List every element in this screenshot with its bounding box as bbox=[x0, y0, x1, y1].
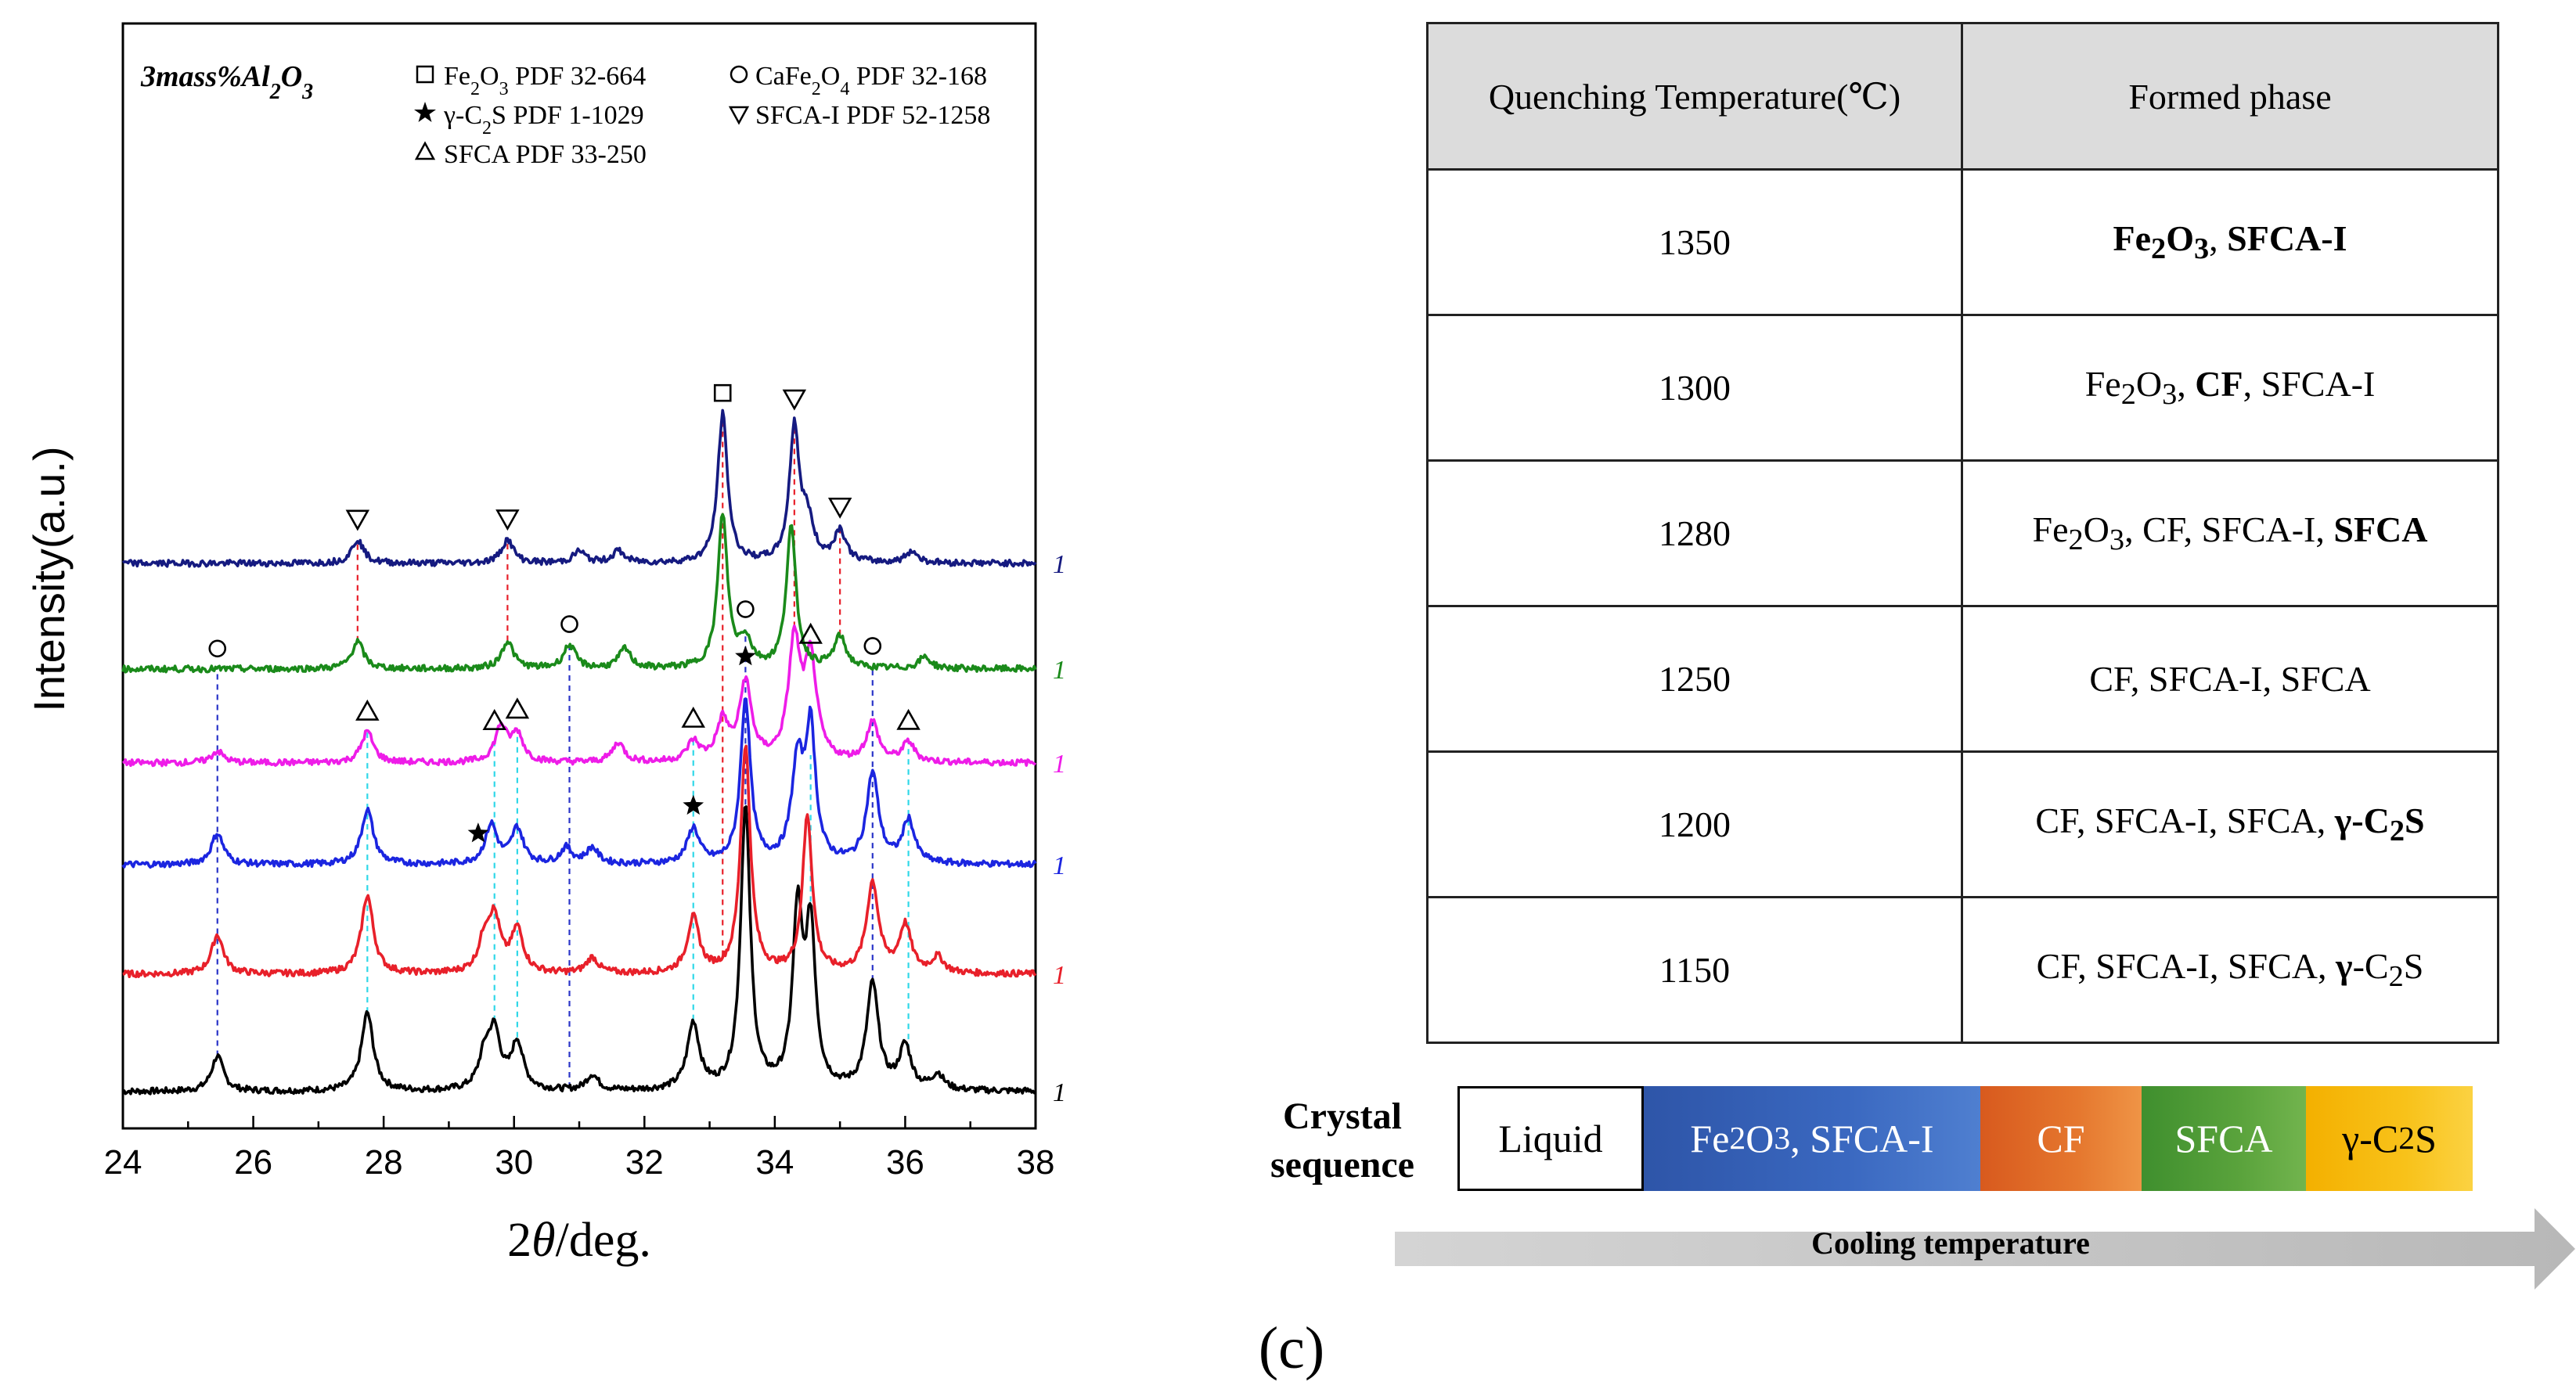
series-label: 1200℃ bbox=[1053, 961, 1065, 990]
crystal-sequence-title-line2: sequence bbox=[1270, 1144, 1414, 1186]
legend-label-c2s: γ-C2S PDF 1-1029 bbox=[443, 101, 644, 139]
sequence-stage-fe2o3-sfca-i: Fe 2 O 3, SFCA-I bbox=[1644, 1086, 1980, 1191]
marker-up-triangle-icon bbox=[482, 709, 506, 730]
x-tick-label: 26 bbox=[234, 1143, 272, 1182]
marker-square-icon bbox=[713, 383, 732, 402]
temp-cell: 1200 bbox=[1426, 750, 1963, 898]
table-header-row: Quenching Temperature(℃) Formed phase bbox=[1426, 22, 2499, 171]
sequence-stage-liquid: Liquid bbox=[1457, 1086, 1644, 1191]
temp-cell: 1350 bbox=[1426, 168, 1963, 316]
series-line bbox=[122, 624, 1037, 768]
marker-star-icon bbox=[735, 646, 756, 666]
phase-cell: CF, SFCA-I, SFCA, γ-C2S bbox=[1961, 750, 2499, 898]
legend-label-sfca: SFCA PDF 33-250 bbox=[444, 140, 647, 169]
marker-down-triangle-icon bbox=[782, 389, 807, 411]
legend-circle-icon bbox=[730, 65, 748, 84]
series-label: 1250℃ bbox=[1053, 851, 1065, 880]
marker-circle-icon bbox=[208, 639, 227, 658]
table-row: 1280 Fe2O3, CF, SFCA-I, SFCA bbox=[1426, 459, 2499, 607]
temp-cell: 1150 bbox=[1426, 896, 1963, 1044]
sample-label: 3mass%Al2O3 bbox=[140, 60, 313, 104]
x-tick-label: 30 bbox=[495, 1143, 533, 1182]
reference-lines bbox=[216, 413, 910, 1088]
plot-frame bbox=[121, 22, 1037, 1130]
phase-cell: Fe2O3, CF, SFCA-I bbox=[1961, 314, 2499, 462]
xrd-chart: 1150℃ 1200℃ 1250℃ 1280℃ 1300℃ 1350℃ 24 26 28 30 3… bbox=[24, 22, 1065, 1267]
y-axis-title: Intensity(a.u.) bbox=[24, 446, 74, 711]
header-quenching-temperature: Quenching Temperature(℃) bbox=[1426, 22, 1963, 171]
marker-up-triangle-icon bbox=[355, 699, 380, 721]
series-line bbox=[121, 513, 1037, 674]
series-label: 1350℃ bbox=[1053, 550, 1065, 579]
sequence-stage-sfca: SFCA bbox=[2142, 1086, 2306, 1191]
marker-down-triangle-icon bbox=[827, 497, 852, 519]
marker-circle-icon bbox=[560, 615, 578, 633]
crystal-sequence-title: Crystal sequence bbox=[1252, 1092, 1432, 1189]
series-label: 1300℃ bbox=[1053, 656, 1065, 685]
marker-down-triangle-icon bbox=[345, 509, 370, 531]
x-tick-label: 28 bbox=[365, 1143, 403, 1182]
temp-cell: 1250 bbox=[1426, 605, 1963, 753]
sequence-stage-c2s: γ-C 2 S bbox=[2306, 1086, 2473, 1191]
legend-square-icon bbox=[416, 65, 434, 84]
panel-caption: (c) bbox=[1258, 1315, 1325, 1381]
legend-up-triangle-icon bbox=[414, 141, 436, 160]
series-line bbox=[122, 805, 1037, 1096]
marker-up-triangle-icon bbox=[681, 706, 705, 728]
table-row: 1250 CF, SFCA-I, SFCA bbox=[1426, 605, 2499, 753]
cooling-arrow-icon bbox=[1395, 1208, 2575, 1290]
legend-label-caFe2o4: CaFe2O4 PDF 32-168 bbox=[755, 62, 987, 99]
peak-markers bbox=[208, 383, 921, 843]
table-row: 1150 CF, SFCA-I, SFCA, γ-C2S bbox=[1426, 896, 2499, 1044]
series-line bbox=[122, 744, 1037, 979]
marker-up-triangle-icon bbox=[896, 708, 921, 730]
marker-star-icon bbox=[467, 822, 489, 843]
x-tick-label: 24 bbox=[104, 1143, 142, 1182]
marker-star-icon bbox=[683, 794, 704, 815]
series-label: 1280℃ bbox=[1053, 750, 1065, 779]
temp-cell: 1300 bbox=[1426, 314, 1963, 462]
marker-up-triangle-icon bbox=[798, 622, 823, 644]
phase-cell: CF, SFCA-I, SFCA, γ-C2S bbox=[1961, 896, 2499, 1044]
x-axis-ticks: 24 26 28 30 32 34 36 38 bbox=[104, 1116, 1055, 1182]
series-line bbox=[121, 697, 1037, 869]
table-row: 1200 CF, SFCA-I, SFCA, γ-C2S bbox=[1426, 750, 2499, 898]
header-formed-phase: Formed phase bbox=[1961, 22, 2499, 171]
x-tick-label: 36 bbox=[886, 1143, 924, 1182]
marker-circle-icon bbox=[863, 637, 882, 655]
phase-table: Quenching Temperature(℃) Formed phase 13… bbox=[1426, 22, 2499, 1044]
marker-circle-icon bbox=[737, 600, 755, 618]
legend-down-triangle-icon bbox=[728, 106, 750, 125]
series-lines bbox=[121, 408, 1037, 1096]
x-tick-label: 32 bbox=[625, 1143, 664, 1182]
x-tick-label: 38 bbox=[1017, 1143, 1055, 1182]
x-axis-title: 2θ/deg. bbox=[507, 1214, 651, 1267]
x-tick-label: 34 bbox=[755, 1143, 794, 1182]
phase-cell: Fe2O3, SFCA-I bbox=[1961, 168, 2499, 316]
series-line bbox=[122, 408, 1037, 568]
marker-up-triangle-icon bbox=[505, 697, 530, 719]
legend: Fe2O3 PDF 32-664 γ-C2S PDF 1-1029 SFCA P… bbox=[414, 62, 990, 169]
crystal-sequence-title-line1: Crystal bbox=[1283, 1096, 1402, 1137]
cooling-temperature-label: Cooling temperature bbox=[1811, 1225, 2090, 1261]
legend-star-icon bbox=[414, 102, 436, 122]
legend-label-fe2o3: Fe2O3 PDF 32-664 bbox=[444, 62, 646, 99]
series-labels: 1150℃ 1200℃ 1250℃ 1280℃ 1300℃ 1350℃ bbox=[1053, 550, 1065, 1107]
series-label: 1150℃ bbox=[1053, 1078, 1065, 1107]
phase-cell: CF, SFCA-I, SFCA bbox=[1961, 605, 2499, 753]
table-row: 1300 Fe2O3, CF, SFCA-I bbox=[1426, 314, 2499, 462]
table-row: 1350 Fe2O3, SFCA-I bbox=[1426, 168, 2499, 316]
temp-cell: 1280 bbox=[1426, 459, 1963, 607]
marker-down-triangle-icon bbox=[495, 509, 520, 531]
phase-cell: Fe2O3, CF, SFCA-I, SFCA bbox=[1961, 459, 2499, 607]
sequence-stage-cf: CF bbox=[1980, 1086, 2142, 1191]
legend-label-sfca-i: SFCA-I PDF 52-1258 bbox=[755, 101, 990, 130]
